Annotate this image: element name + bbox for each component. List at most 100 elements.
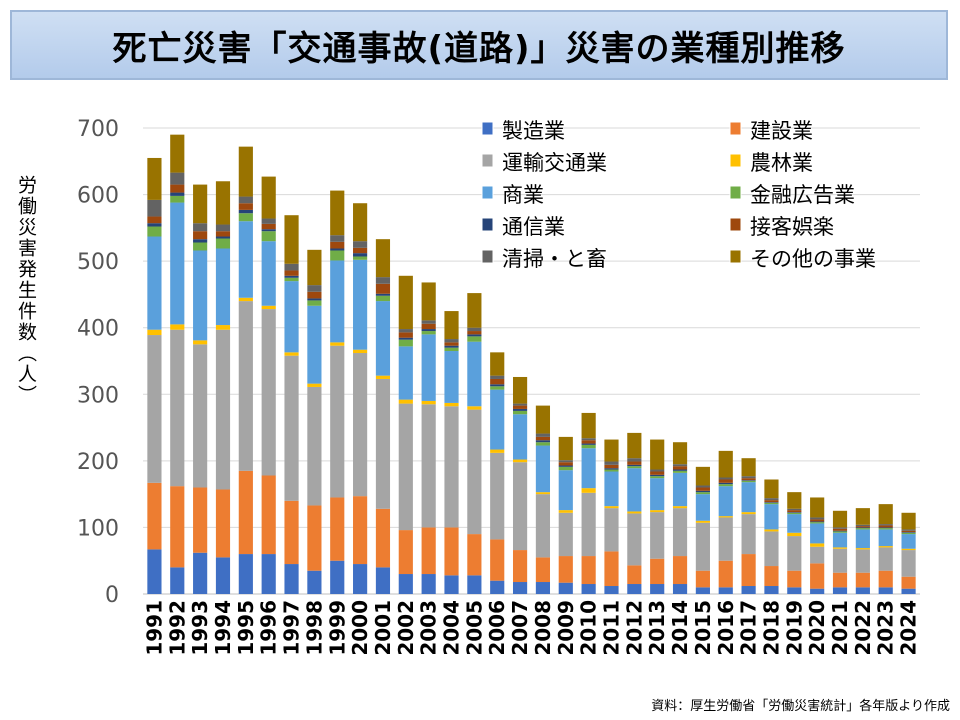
bar-segment (627, 511, 642, 514)
bar-segment (878, 570, 893, 588)
bar-segment (718, 486, 733, 517)
bar-segment (718, 560, 733, 588)
bar-segment (284, 270, 299, 276)
bar-segment (855, 524, 870, 527)
bar-segment (878, 546, 893, 548)
bar-segment (307, 249, 322, 286)
bar-segment (193, 487, 208, 553)
bar-segment (650, 512, 665, 559)
bar-segment (375, 283, 391, 294)
bar-segment (238, 196, 253, 204)
bar-segment (375, 378, 391, 509)
bar-segment (467, 341, 482, 407)
x-tick-label: 2016 (714, 600, 738, 656)
bar-segment (490, 452, 505, 540)
bar-segment (832, 510, 848, 528)
bar-segment (284, 277, 299, 282)
bar-segment (512, 403, 528, 406)
bar-segment (398, 346, 413, 400)
bar-segment (215, 248, 231, 326)
bar-segment (238, 470, 253, 555)
bar-segment (787, 510, 802, 513)
bar-segment (193, 223, 208, 232)
y-tick-label: 200 (77, 450, 119, 475)
bar-segment (855, 549, 870, 573)
bar-segment (810, 523, 825, 544)
bar-segment (307, 570, 322, 594)
bar-segment (718, 587, 733, 594)
bar-segment (307, 386, 322, 506)
bar-segment (512, 408, 528, 411)
bar-segment (284, 215, 299, 264)
bar-segment (718, 482, 733, 485)
bar-segment (718, 517, 733, 561)
bar-segment (193, 239, 208, 243)
bar-segment (764, 502, 779, 503)
bar-segment (490, 375, 505, 379)
bar-segment (307, 300, 322, 306)
x-tick-label: 2010 (577, 600, 601, 656)
bar-segment (330, 248, 345, 251)
bar-segment (215, 489, 231, 558)
bar-segment (170, 202, 185, 325)
bar-segment (353, 496, 368, 565)
legend-swatch (481, 153, 494, 168)
bar-segment (490, 386, 505, 390)
bar-segment (215, 238, 231, 249)
bar-segment (901, 512, 916, 530)
bar-segment (238, 146, 253, 197)
bar-segment (238, 213, 253, 222)
bar-segment (650, 471, 665, 475)
bar-segment (581, 584, 596, 594)
bar-segment (375, 295, 391, 302)
bar-segment (467, 331, 482, 335)
x-tick-label: 2008 (531, 600, 555, 656)
legend-label: 製造業 (502, 119, 565, 143)
bar-segment (558, 460, 573, 463)
bar-segment (398, 399, 413, 404)
bar-segment (901, 532, 916, 533)
bar-segment (444, 339, 459, 343)
bar-segment (398, 403, 413, 531)
bar-segment (467, 406, 482, 410)
bar-segment (558, 512, 573, 557)
bar-segment (307, 298, 322, 301)
bar-segment (627, 461, 642, 465)
y-tick-label: 500 (77, 250, 119, 275)
bar-segment (695, 520, 710, 523)
legend-swatch (481, 217, 494, 232)
bar-segment (170, 329, 185, 487)
x-tick-label: 2003 (417, 600, 441, 656)
bar-segment (147, 223, 162, 227)
x-tick-label: 2019 (782, 600, 806, 656)
x-tick-label: 1991 (142, 600, 166, 656)
x-tick-label: 1993 (188, 600, 212, 656)
bar-segment (855, 526, 870, 528)
bar-segment (307, 383, 322, 387)
bar-segment (832, 531, 848, 533)
bar-segment (855, 572, 870, 588)
bar-segment (832, 527, 848, 529)
legend-swatch (729, 185, 742, 200)
bar-segment (490, 378, 505, 385)
bar-segment (695, 485, 710, 488)
bar-segment (193, 242, 208, 251)
legend-swatch (481, 121, 494, 136)
bar-segment (398, 332, 413, 338)
bar-segment (718, 484, 733, 487)
bar-segment (650, 584, 665, 594)
bar-segment (307, 305, 322, 384)
x-tick-label: 2018 (759, 600, 783, 656)
bar-segment (238, 209, 253, 214)
bar-segment (695, 587, 710, 594)
bar-segment (170, 195, 185, 203)
bar-segment (695, 522, 710, 571)
bar-segment (810, 519, 825, 522)
x-tick-label: 2005 (462, 600, 486, 656)
bar-segment (512, 376, 528, 404)
bar-segment (193, 184, 208, 224)
bar-segment (284, 275, 299, 278)
bar-segment (375, 301, 391, 376)
bar-segment (787, 570, 802, 588)
x-tick-label: 2013 (645, 600, 669, 656)
